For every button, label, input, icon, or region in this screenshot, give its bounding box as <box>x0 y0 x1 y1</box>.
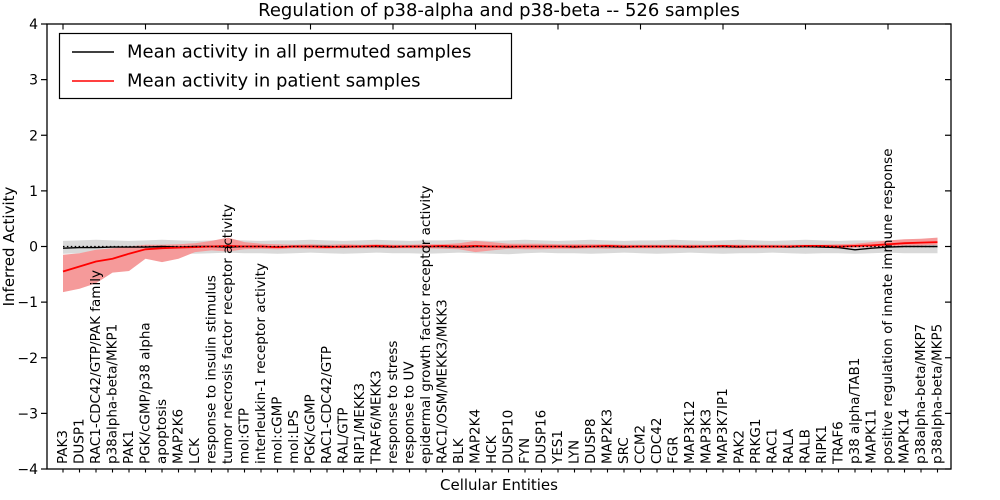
x-category-label: RAC1-CDC42/GTP/PAK family <box>88 270 104 464</box>
x-category-label: RAC1 <box>765 428 781 464</box>
x-category-label: CCM2 <box>633 425 649 464</box>
x-category-label: RAC1/OSM/MEKK3/MKK3 <box>435 299 451 464</box>
y-axis-label: Inferred Activity <box>0 186 18 306</box>
x-category-label: response to stress <box>385 341 401 464</box>
x-category-label: response to UV <box>402 361 418 464</box>
x-category-label: PGK/cGMP/p38 alpha <box>138 322 154 464</box>
x-category-label: DUSP16 <box>534 410 550 464</box>
x-category-label: DUSP8 <box>583 418 599 464</box>
chart-title: Regulation of p38-alpha and p38-beta -- … <box>258 0 740 21</box>
x-category-label: TRAF6/MEKK3 <box>369 370 385 465</box>
y-tick-label: −3 <box>17 406 38 422</box>
x-category-label: MAP2K4 <box>468 409 484 464</box>
y-tick-label: 1 <box>29 184 38 200</box>
x-category-label: interleukin-1 receptor activity <box>253 263 269 464</box>
x-category-label: RIPK1 <box>814 425 830 464</box>
x-category-label: LYN <box>567 440 583 464</box>
x-category-label: PRKG1 <box>748 419 764 464</box>
x-axis-label: Cellular Entities <box>440 476 558 494</box>
x-category-label: PAK2 <box>732 430 748 464</box>
x-category-label: RALA <box>781 428 797 464</box>
x-category-label: p38alpha-beta/MKP5 <box>930 324 946 464</box>
x-category-label: DUSP1 <box>72 418 88 464</box>
y-tick-label: 3 <box>29 73 38 89</box>
x-category-label: MAPK14 <box>897 409 913 464</box>
x-category-label: MAP2K6 <box>171 409 187 464</box>
x-category-label: BLK <box>451 437 467 464</box>
y-tick-label: 0 <box>29 240 38 256</box>
x-category-label: mol:GTP <box>237 408 253 464</box>
y-tick-label: −4 <box>17 462 38 478</box>
x-category-label: PGK/cGMP <box>303 394 319 464</box>
x-category-label: HCK <box>484 434 500 464</box>
x-category-label: PAK3 <box>55 430 71 464</box>
y-tick-label: −1 <box>17 295 38 311</box>
band-patient <box>63 237 938 293</box>
x-category-label: MAP2K3 <box>600 409 616 464</box>
x-category-label: MAP3K12 <box>682 400 698 464</box>
x-category-label: DUSP10 <box>501 410 517 464</box>
x-category-label: p38alpha-beta/MKP7 <box>913 324 929 464</box>
x-category-label: FGR <box>666 436 682 464</box>
x-category-label: TRAF6 <box>831 421 847 465</box>
x-category-label: RALB <box>798 429 814 464</box>
legend-box <box>58 32 513 100</box>
x-category-label: FYN <box>517 438 533 464</box>
x-category-label: response to insulin stimulus <box>204 275 220 464</box>
legend-patient-label: Mean activity in patient samples <box>127 71 421 92</box>
y-tick-label: −2 <box>17 351 38 367</box>
legend-permuted-label: Mean activity in all permuted samples <box>127 42 471 63</box>
x-category-label: PAK1 <box>121 430 137 464</box>
x-category-label: RAL/GTP <box>336 407 352 464</box>
x-category-label: RIP1/MEKK3 <box>352 383 368 464</box>
x-category-label: p38 alpha/TAB1 <box>847 358 863 464</box>
x-category-label: apoptosis <box>154 399 170 464</box>
plot-area: 4 3 2 1 0 −1 −2 −3 −4 PAK3 DUSP1 RAC1-CDC42/GTP/PAK… <box>17 17 952 478</box>
x-category-label: MAPK11 <box>864 409 880 464</box>
x-category-label: CDC42 <box>649 418 665 464</box>
x-category-label: MAP3K7IP1 <box>715 388 731 464</box>
x-category-label: mol:cGMP <box>270 397 286 464</box>
x-category-label: mol:LPS <box>286 410 302 464</box>
x-category-label: positive regulation of innate immune res… <box>880 148 896 464</box>
y-tick-label: 2 <box>29 128 38 144</box>
y-tick-label: 4 <box>29 17 38 33</box>
x-category-label: YES1 <box>550 430 566 465</box>
x-category-label: LCK <box>187 437 203 464</box>
x-category-label: MAP3K3 <box>699 409 715 464</box>
x-category-label: RAC1-CDC42/GTP <box>319 346 335 464</box>
x-category-label: SRC <box>616 437 632 464</box>
x-category-label: p38alpha-beta/MKP1 <box>105 324 121 464</box>
legend: Mean activity in all permuted samples Me… <box>58 32 513 100</box>
x-category-label: tumor necrosis factor receptor activity <box>220 204 236 464</box>
x-category-label: epidermal growth factor receptor activit… <box>418 186 434 464</box>
